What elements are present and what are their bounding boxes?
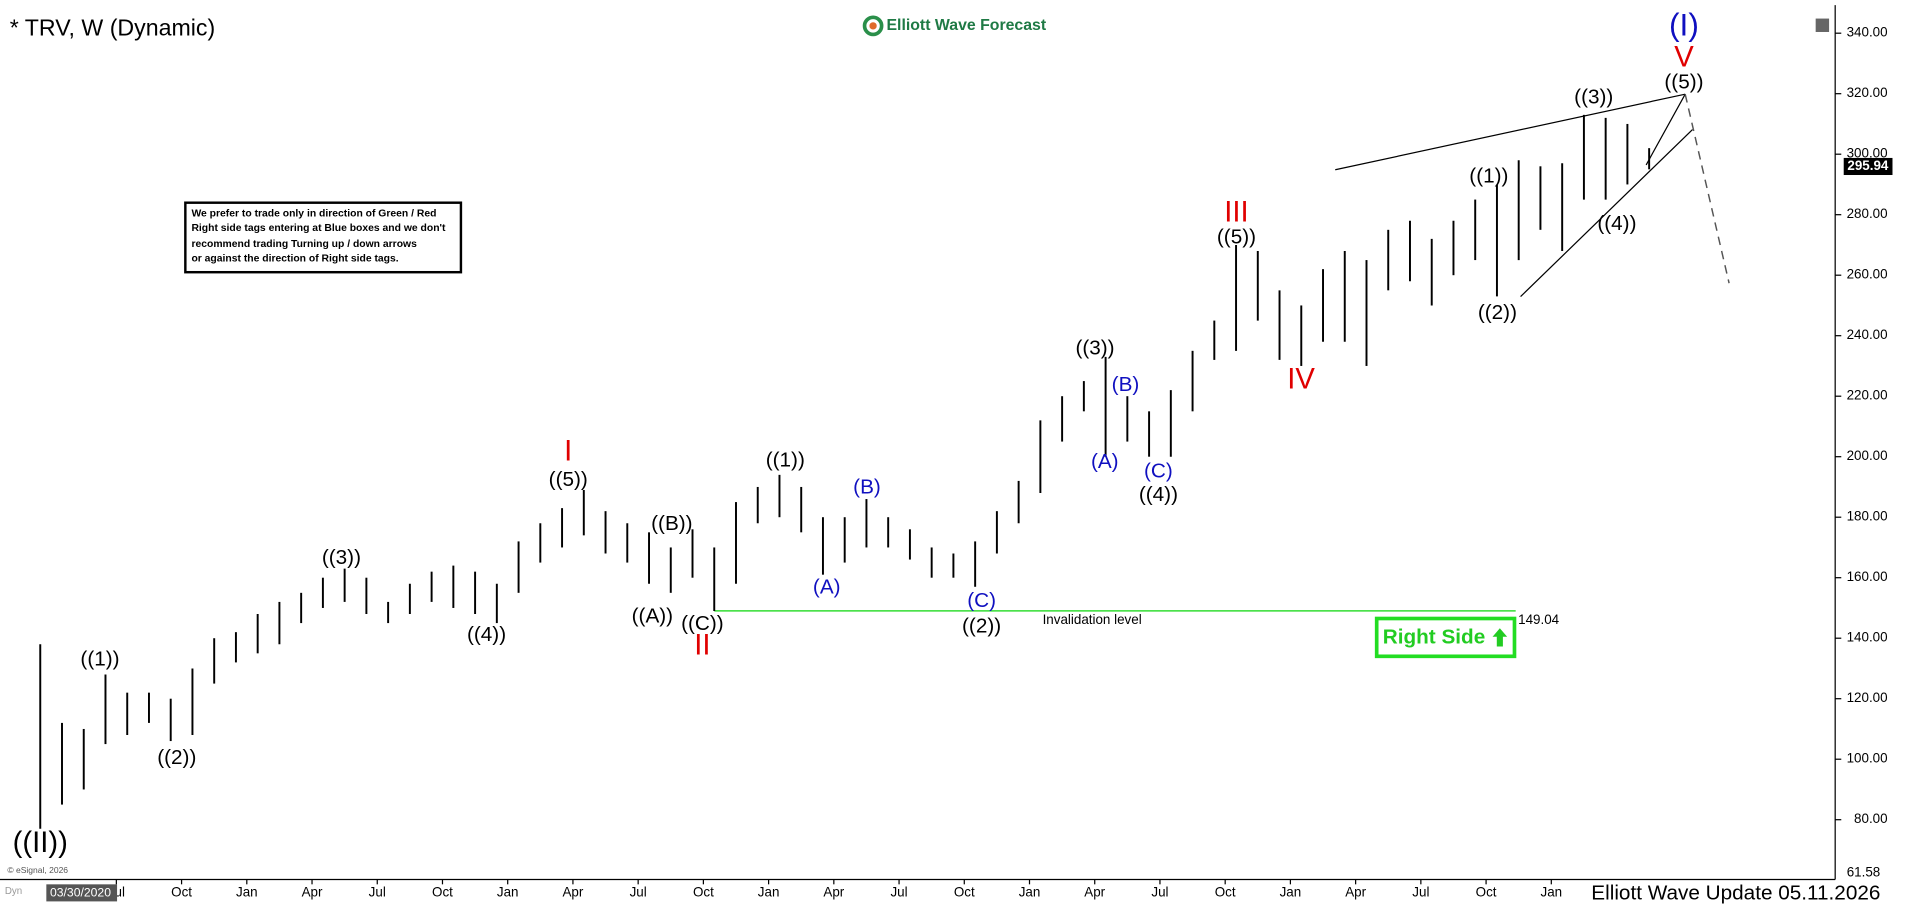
wave-label: ((2)) bbox=[157, 746, 196, 769]
right-side-box bbox=[1374, 616, 1517, 659]
y-tick-label: 240.00 bbox=[1847, 327, 1888, 342]
y-tick-label: 80.00 bbox=[1854, 811, 1888, 826]
wave-label: ((II)) bbox=[13, 827, 68, 859]
x-tick-label: Jan bbox=[497, 884, 519, 899]
last-price-label: 295.94 bbox=[1847, 158, 1889, 173]
wave-label: ((5)) bbox=[1664, 71, 1703, 94]
y-tick-label: 340.00 bbox=[1847, 25, 1888, 40]
wave-label: ((5)) bbox=[1217, 226, 1256, 249]
wave-label: ((B)) bbox=[651, 512, 692, 535]
x-tick-label: Jan bbox=[758, 884, 780, 899]
cursor-date: 03/30/2020 bbox=[50, 886, 111, 900]
x-tick-label: Apr bbox=[1345, 884, 1366, 899]
projection-line bbox=[1645, 93, 1686, 166]
note-line: or against the direction of Right side t… bbox=[191, 254, 398, 265]
x-tick-label: Oct bbox=[171, 884, 192, 899]
x-tick-label: Apr bbox=[562, 884, 583, 899]
wave-label: ((4)) bbox=[1597, 212, 1636, 235]
wave-label: ((A)) bbox=[632, 605, 673, 628]
x-tick-label: Oct bbox=[693, 884, 714, 899]
trendline bbox=[1520, 129, 1693, 298]
wave-label: (A) bbox=[813, 575, 841, 598]
note-line: Right side tags entering at Blue boxes a… bbox=[191, 223, 446, 234]
x-tick-label: Apr bbox=[823, 884, 844, 899]
wave-label: ((4)) bbox=[1139, 483, 1178, 506]
wave-label: ((1)) bbox=[766, 449, 805, 472]
x-tick-label: Jan bbox=[1280, 884, 1302, 899]
logo-text: Elliott Wave Forecast bbox=[886, 17, 1046, 34]
x-tick-label: Jan bbox=[236, 884, 258, 899]
x-tick-label: Oct bbox=[432, 884, 453, 899]
wave-label: ((C)) bbox=[681, 612, 724, 635]
footer-bg bbox=[1587, 880, 1912, 909]
last-price-box bbox=[1843, 157, 1893, 176]
footer: Elliott Wave Update 05.11.2026 bbox=[1591, 882, 1880, 905]
wave-label: ((5)) bbox=[549, 468, 588, 491]
x-tick-label: Apr bbox=[302, 884, 323, 899]
copyright: © eSignal, 2026 bbox=[7, 865, 68, 875]
x-tick-label: Oct bbox=[1215, 884, 1236, 899]
wave-label: IV bbox=[1287, 363, 1315, 395]
wave-label: (I) bbox=[1669, 6, 1699, 42]
y-tick-label: 120.00 bbox=[1847, 690, 1888, 705]
trendline bbox=[1335, 93, 1686, 171]
x-tick-label: Jul bbox=[1151, 884, 1168, 899]
x-tick-label: Oct bbox=[1476, 884, 1497, 899]
x-tick-label: Apr bbox=[1084, 884, 1105, 899]
right-side-text: Right Side bbox=[1383, 625, 1485, 648]
invalidation-value: 149.04 bbox=[1518, 612, 1560, 627]
wave-label: I bbox=[564, 435, 572, 467]
wave-label: ((1)) bbox=[1469, 165, 1508, 188]
wave-label: ((4)) bbox=[467, 623, 506, 646]
y-tick-label: 200.00 bbox=[1847, 448, 1888, 463]
x-tick-label: Jan bbox=[1019, 884, 1041, 899]
invalidation-label: Invalidation level bbox=[1043, 612, 1142, 627]
wave-label: ((3)) bbox=[322, 546, 361, 569]
x-tick-label: Jul bbox=[630, 884, 647, 899]
wave-label: (C) bbox=[967, 589, 996, 612]
wave-label: (C) bbox=[1144, 460, 1173, 483]
x-tick-label: Jul bbox=[1412, 884, 1429, 899]
y-tick-label: 100.00 bbox=[1847, 751, 1888, 766]
y-tick-label: 180.00 bbox=[1847, 509, 1888, 524]
wave-label: ((3)) bbox=[1574, 85, 1613, 108]
up-arrow-icon bbox=[1492, 628, 1508, 647]
wave-label: III bbox=[1224, 196, 1248, 228]
x-tick-label: Jul bbox=[369, 884, 386, 899]
wave-label: ((2)) bbox=[1478, 301, 1517, 324]
note-line: recommend trading Turning up / down arro… bbox=[191, 239, 417, 250]
y-tick-label: 300.00 bbox=[1847, 146, 1888, 161]
logo-icon bbox=[862, 15, 884, 37]
y-tick-label: 280.00 bbox=[1847, 206, 1888, 221]
wave-label: (B) bbox=[1112, 373, 1140, 396]
y-tick-label: 160.00 bbox=[1847, 569, 1888, 584]
projection-line bbox=[1684, 94, 1730, 284]
x-tick-label: Jul bbox=[890, 884, 907, 899]
dynamic-layer: 80.00 100.00 120.00 140.00 160.00 180.00 200.0… bbox=[13, 6, 1893, 899]
y-tick-label: 260.00 bbox=[1847, 267, 1888, 282]
window-icon bbox=[1815, 18, 1830, 32]
wave-label: (B) bbox=[853, 476, 881, 499]
corner-text: Dyn bbox=[5, 886, 22, 897]
wave-label: V bbox=[1674, 42, 1694, 74]
y-tick-label: 220.00 bbox=[1847, 388, 1888, 403]
wave-label: II bbox=[694, 629, 710, 661]
chart-title: * TRV, W (Dynamic) bbox=[10, 15, 215, 41]
y-tick-label: 140.00 bbox=[1847, 630, 1888, 645]
note-box bbox=[184, 201, 463, 274]
x-tick-label: Oct bbox=[954, 884, 975, 899]
wave-label: (A) bbox=[1091, 450, 1119, 473]
x-tick-label: Jan bbox=[1540, 884, 1562, 899]
wave-label: ((2)) bbox=[962, 615, 1001, 638]
y-range-label: 61.58 bbox=[1847, 865, 1881, 880]
cursor-date-box bbox=[46, 884, 118, 902]
y-tick-label: 320.00 bbox=[1847, 85, 1888, 100]
wave-label: ((3)) bbox=[1075, 336, 1114, 359]
note-line: We prefer to trade only in direction of … bbox=[191, 208, 436, 219]
wave-label: ((1)) bbox=[80, 647, 119, 670]
logo-icon-dot bbox=[869, 22, 877, 30]
